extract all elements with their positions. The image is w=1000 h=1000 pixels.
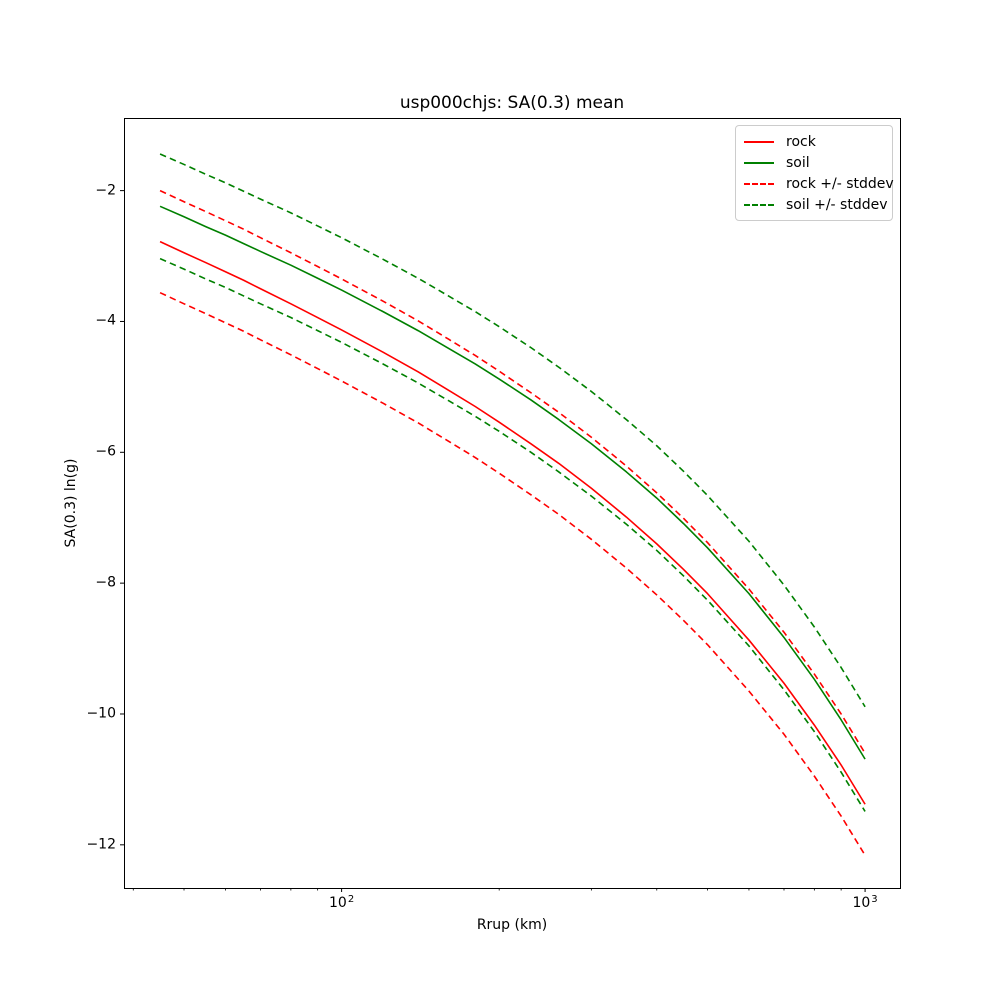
legend-item-soil-stddev: soil +/- stddev (744, 194, 888, 215)
series-soil-stddev-line (159, 153, 866, 708)
legend-label: soil +/- stddev (786, 196, 888, 213)
series-soil-line (159, 205, 866, 760)
legend-label: soil (786, 154, 810, 171)
rock-stddev-line-sample (744, 182, 774, 185)
series-rock-stddev-line (159, 291, 866, 856)
legend: rock soil rock +/- stddev soil +/- stdde… (735, 125, 894, 221)
legend-item-soil: soil (744, 152, 884, 173)
legend-item-rock: rock (744, 131, 884, 152)
soil-line-sample (744, 161, 774, 164)
legend-label: rock +/- stddev (786, 175, 894, 192)
legend-label: rock (786, 133, 816, 150)
legend-item-rock-stddev: rock +/- stddev (744, 173, 894, 194)
series-soil-stddev-line (159, 257, 866, 812)
axes-spines (124, 118, 901, 889)
soil-stddev-line-sample (744, 203, 774, 206)
rock-line-sample (744, 140, 774, 143)
chart-title: usp000chjs: SA(0.3) mean (399, 93, 625, 113)
x-axis-label: Rrup (km) (476, 917, 548, 933)
series-rock-stddev-line (159, 189, 866, 754)
series-rock-line (159, 240, 866, 805)
y-axis-label: SA(0.3) ln(g) (63, 458, 79, 548)
